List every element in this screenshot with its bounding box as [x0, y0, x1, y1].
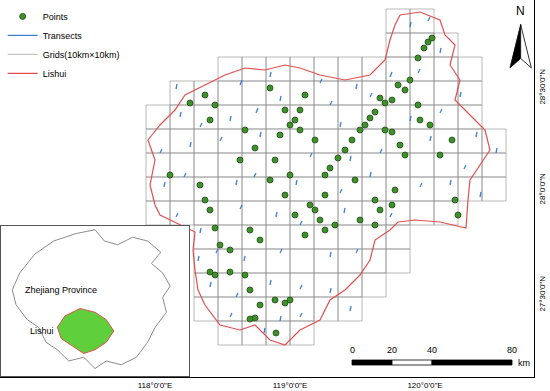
svg-text:28°0'0"N: 28°0'0"N — [538, 173, 547, 204]
svg-text:Zhejiang Province: Zhejiang Province — [25, 285, 97, 295]
svg-text:28°30'0"N: 28°30'0"N — [538, 69, 547, 105]
svg-text:0: 0 — [350, 345, 355, 355]
svg-text:km: km — [518, 358, 530, 368]
svg-text:40: 40 — [427, 345, 437, 355]
svg-text:Lishui: Lishui — [43, 69, 67, 79]
svg-text:Transects: Transects — [43, 31, 83, 41]
svg-text:Points: Points — [43, 12, 69, 22]
svg-text:Lishui: Lishui — [30, 326, 54, 336]
svg-text:80: 80 — [507, 345, 517, 355]
svg-text:118°0'0"E: 118°0'0"E — [138, 381, 173, 390]
svg-text:27°30'0"N: 27°30'0"N — [538, 276, 547, 312]
svg-text:Grids(10km×10km): Grids(10km×10km) — [43, 50, 120, 60]
svg-text:120°0'0"E: 120°0'0"E — [407, 381, 442, 390]
svg-text:20: 20 — [387, 345, 397, 355]
svg-text:N: N — [516, 4, 525, 18]
svg-text:119°0'0"E: 119°0'0"E — [273, 381, 308, 390]
